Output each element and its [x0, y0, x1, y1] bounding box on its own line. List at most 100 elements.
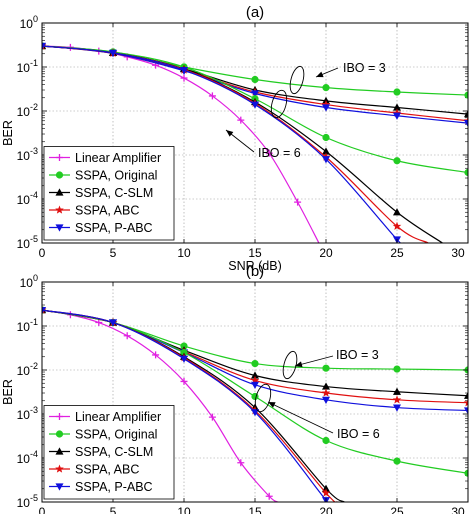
x-tick-label: 20 — [319, 246, 333, 260]
y-tick-label: 10-1 — [17, 58, 38, 75]
data-point — [108, 319, 118, 327]
legend-box — [43, 405, 175, 500]
legend-label: SSPA, C-SLM — [75, 445, 153, 459]
legend-marker — [56, 154, 63, 161]
data-point — [180, 74, 188, 82]
data-point — [179, 67, 189, 75]
data-point — [179, 355, 189, 363]
data-point — [393, 365, 401, 373]
annotation-label: IBO = 6 — [258, 146, 301, 160]
legend-label: SSPA, Original — [75, 428, 157, 442]
arrow-head — [316, 71, 324, 78]
data-point — [464, 91, 468, 99]
data-point — [321, 396, 331, 404]
y-tick-label: 10-4 — [17, 190, 38, 207]
annotation-label: IBO = 6 — [337, 427, 380, 441]
data-point — [463, 109, 468, 118]
x-tick-label: 15 — [248, 246, 262, 260]
legend-label: SSPA, P-ABC — [75, 480, 153, 494]
data-point — [464, 168, 468, 177]
legend-label: SSPA, Original — [75, 169, 157, 183]
arrow-head — [268, 402, 276, 408]
data-point — [321, 388, 331, 397]
arrow-head — [226, 130, 234, 137]
data-point — [393, 157, 401, 165]
legend-marker — [55, 171, 64, 179]
series-group — [42, 41, 468, 243]
series-line-1 — [42, 309, 279, 502]
data-point — [322, 364, 330, 372]
x-tick-label: 0 — [39, 505, 46, 514]
data-point — [108, 49, 118, 57]
data-point — [251, 359, 259, 368]
data-point — [237, 459, 245, 467]
data-point — [123, 332, 131, 340]
x-tick-label: 10 — [177, 246, 191, 260]
annotation-ellipse — [282, 350, 298, 380]
x-tick-label: 0 — [39, 246, 46, 260]
legend-label: SSPA, C-SLM — [75, 186, 153, 200]
legend-marker — [55, 483, 64, 491]
data-point — [250, 101, 260, 109]
chart-panel-2: 05101520253010-510-410-310-210-1100(b)SN… — [1, 263, 469, 514]
chart-title: (a) — [246, 4, 264, 21]
x-tick-label: 25 — [390, 246, 404, 260]
legend-label: SSPA, ABC — [75, 204, 139, 218]
y-tick-label: 10-3 — [17, 146, 38, 163]
annotation-arrow — [267, 401, 334, 434]
y-tick-label: 10-2 — [17, 361, 38, 378]
legend-marker — [55, 447, 64, 455]
data-point — [321, 488, 331, 497]
legend-label: Linear Amplifier — [75, 410, 161, 424]
arrow-head — [295, 361, 303, 368]
legend-marker — [55, 205, 64, 214]
legend-marker — [56, 413, 63, 420]
legend-marker — [55, 464, 64, 473]
data-point — [265, 149, 273, 157]
y-tick-label: 10-5 — [17, 493, 38, 510]
data-point — [250, 409, 260, 417]
data-point — [463, 407, 468, 415]
data-point — [393, 88, 401, 96]
data-point — [152, 351, 160, 359]
x-tick-label: 5 — [110, 505, 117, 514]
series-group — [42, 305, 468, 502]
y-tick-label: 10-3 — [17, 405, 38, 422]
data-point — [463, 398, 468, 407]
legend-marker — [55, 430, 64, 438]
legend-label: SSPA, ABC — [75, 463, 139, 477]
data-point — [250, 381, 260, 389]
data-point — [42, 306, 47, 315]
data-point — [208, 92, 216, 100]
data-point — [322, 436, 330, 445]
legend: Linear Amplifier SSPA, Original SSPA, C-SL… — [43, 405, 175, 500]
data-point — [392, 221, 402, 230]
data-point — [321, 156, 331, 164]
y-axis-label: BER — [1, 120, 15, 146]
data-point — [208, 413, 216, 421]
data-point — [392, 387, 402, 395]
annotation-ellipse — [254, 383, 272, 413]
y-tick-label: 10-5 — [17, 234, 38, 251]
legend-box — [43, 146, 175, 241]
chart-panel-1: 0 5 10 15 20 25 30 10-5 10-4 10-3 10-2 10-1 100 (a) SN… — [1, 4, 469, 273]
data-point — [294, 198, 302, 206]
y-tick-label: 100 — [20, 273, 38, 290]
y-tick-label: 10-1 — [17, 317, 38, 334]
data-point — [392, 404, 402, 412]
x-tick-label: 15 — [248, 505, 262, 514]
data-point — [322, 84, 330, 92]
chart-title: (b) — [246, 263, 264, 280]
y-tick-label: 10-4 — [17, 449, 38, 466]
data-point — [392, 395, 402, 404]
annotation-ellipse — [289, 65, 305, 95]
data-point — [42, 42, 47, 51]
x-tick-label: 5 — [110, 246, 117, 260]
legend-marker — [55, 224, 64, 232]
y-tick-label: 100 — [20, 14, 38, 31]
x-tick-label: 20 — [319, 505, 333, 514]
x-axis-label: SNR (dB) — [228, 259, 281, 273]
data-point — [237, 116, 245, 124]
x-tick-label: 10 — [177, 505, 191, 514]
